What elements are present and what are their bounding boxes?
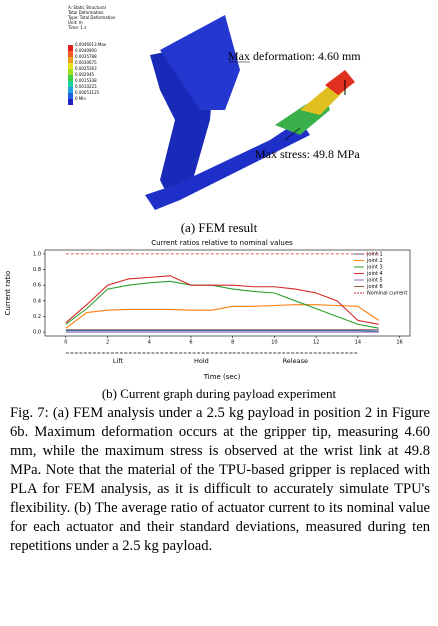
color-swatch — [68, 99, 73, 105]
color-swatch — [68, 75, 73, 81]
x-tick-label: 12 — [313, 340, 319, 346]
x-tick-label: 0 — [64, 340, 67, 346]
chart-title: Current ratios relative to nominal value… — [151, 239, 293, 247]
fem-model — [145, 15, 355, 210]
y-tick-label: 0.4 — [33, 298, 41, 304]
scale-label: 0.0035788 — [75, 54, 97, 59]
color-swatch — [68, 87, 73, 93]
x-tick-label: 4 — [148, 340, 151, 346]
color-swatch — [68, 81, 73, 87]
plot-area — [44, 249, 411, 337]
legend-label: joint 3 — [366, 265, 383, 271]
x-tick-label: 6 — [189, 340, 192, 346]
scale-label: 0.00051125 — [75, 90, 100, 95]
scale-label: 0.0030675 — [75, 60, 97, 65]
legend-label: joint 1 — [366, 252, 383, 258]
scale-label: 0.0015338 — [75, 78, 97, 83]
legend-label: joint 2 — [366, 258, 383, 264]
caption-a: (a) FEM result — [180, 220, 258, 235]
x-tick-label: 2 — [106, 340, 109, 346]
fem-legend-text: A: Static Structural — [68, 5, 106, 10]
scale-label: 0 Min — [75, 96, 86, 101]
color-swatch — [68, 51, 73, 57]
fem-figure: Max deformation: 4.60 mm Max stress: 49.… — [67, 5, 361, 210]
legend-label: joint 4 — [366, 271, 383, 277]
x-tick-label: 14 — [355, 340, 361, 346]
scale-label: 0.0046013 Max — [75, 42, 107, 47]
phase-label: Release — [283, 357, 308, 365]
fem-legend-text: Total Deformation — [67, 10, 104, 15]
x-tick-label: 16 — [396, 340, 402, 346]
series-line — [65, 329, 379, 332]
scale-label: 0.0010225 — [75, 84, 97, 89]
fem-legend-text: Type: Total Deformation — [67, 15, 116, 20]
series-line — [65, 304, 380, 329]
fem-legend-text: Unit: m — [68, 20, 83, 25]
max-stress-label: Max stress: 49.8 MPa — [255, 147, 360, 161]
color-swatch — [68, 57, 73, 63]
figure-caption: Fig. 7: (a) FEM analysis under a 2.5 kg … — [10, 405, 430, 554]
fem-annotations — [228, 61, 301, 141]
y-tick-label: 0.6 — [33, 283, 41, 289]
y-tick-label: 1.0 — [33, 251, 41, 257]
x-axis-label: Time (sec) — [203, 373, 241, 381]
phase-label: Hold — [194, 357, 209, 365]
color-swatch — [68, 45, 73, 51]
scale-label: 0.0040900 — [75, 48, 97, 53]
legend-label: Nominal current — [367, 291, 407, 297]
x-tick-label: 8 — [231, 340, 234, 346]
scale-label: 0.0025563 — [75, 66, 97, 71]
x-tick-label: 10 — [271, 340, 277, 346]
y-tick-label: 0.2 — [33, 314, 41, 320]
y-tick-label: 0.8 — [33, 267, 41, 273]
phase-label: Lift — [113, 357, 124, 365]
y-axis-label: Current ratio — [4, 271, 12, 316]
fem-legend-text: Time: 1 s — [67, 25, 86, 30]
chart: Current ratios relative to nominal value… — [4, 239, 411, 381]
series-line — [65, 280, 379, 329]
legend-label: joint 5 — [366, 278, 383, 284]
color-swatch — [68, 69, 73, 75]
color-swatch — [68, 63, 73, 69]
y-tick-label: 0.0 — [33, 330, 41, 336]
color-swatch — [68, 93, 73, 99]
legend-label: joint 6 — [366, 284, 383, 290]
caption-b: (b) Current graph during payload experim… — [101, 386, 337, 401]
series-line — [65, 275, 379, 325]
scale-label: 0.002045 — [75, 72, 95, 77]
max-deformation-label: Max deformation: 4.60 mm — [228, 49, 361, 63]
